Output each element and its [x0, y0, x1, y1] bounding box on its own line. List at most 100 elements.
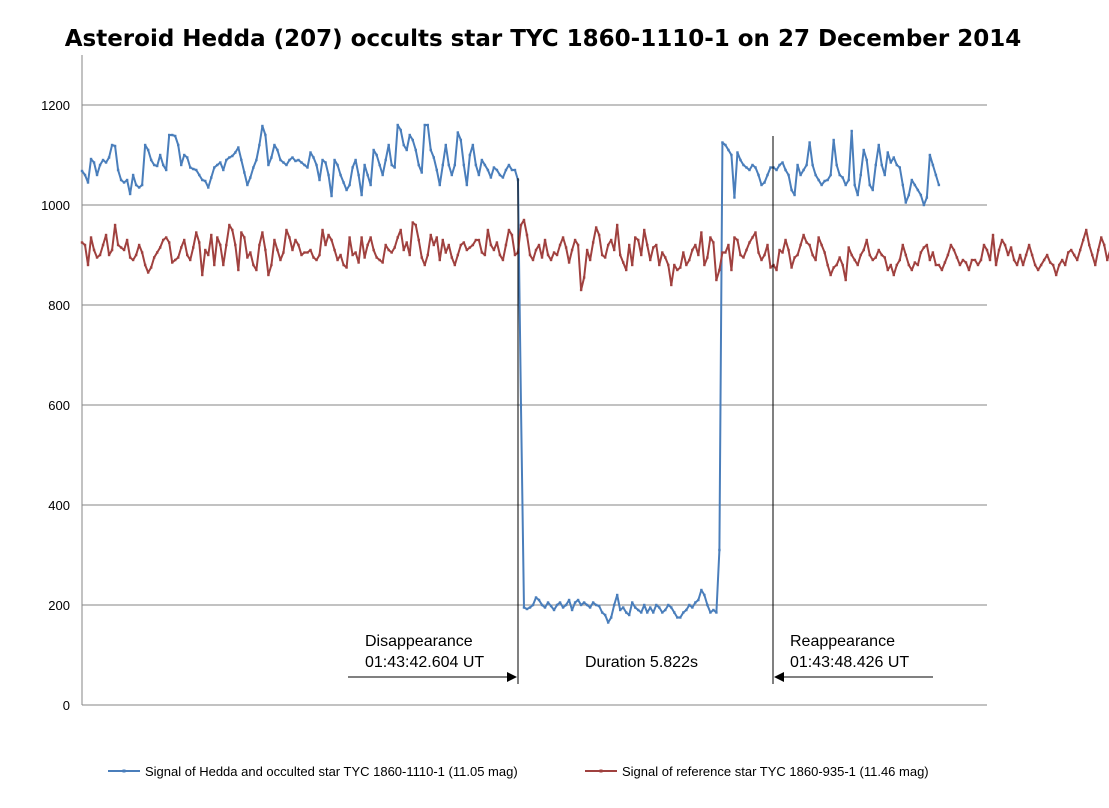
data-point	[925, 243, 929, 247]
data-point	[685, 263, 688, 267]
data-point	[438, 183, 441, 187]
data-point	[297, 243, 300, 247]
data-point	[829, 273, 832, 277]
data-point	[958, 263, 962, 267]
data-point	[1045, 253, 1049, 257]
data-point	[285, 228, 288, 232]
data-point	[381, 261, 384, 264]
data-point	[201, 178, 204, 182]
data-point	[104, 233, 108, 237]
data-point	[685, 608, 688, 612]
data-point	[763, 181, 766, 184]
data-point	[258, 143, 261, 147]
data-point	[339, 253, 342, 257]
data-point	[270, 156, 273, 159]
data-point	[489, 243, 493, 247]
data-point	[910, 268, 914, 272]
y-tick-label: 1200	[41, 98, 70, 113]
data-point	[591, 601, 595, 604]
data-point	[862, 248, 865, 252]
data-point	[907, 263, 911, 267]
data-point	[988, 258, 992, 262]
data-point	[916, 188, 920, 192]
data-point	[441, 238, 444, 242]
data-point	[667, 263, 670, 267]
data-point	[907, 193, 911, 197]
data-point	[588, 606, 592, 609]
data-point	[724, 143, 727, 147]
data-point	[324, 161, 327, 164]
data-point	[1072, 253, 1076, 257]
data-point	[898, 166, 902, 169]
data-point	[679, 266, 682, 269]
data-point	[1030, 253, 1034, 257]
data-point	[555, 253, 559, 257]
data-point	[273, 238, 276, 242]
data-point	[318, 178, 321, 182]
data-point	[396, 123, 399, 127]
data-point	[880, 253, 883, 257]
data-point	[453, 263, 457, 267]
data-point	[742, 256, 745, 259]
data-point	[243, 236, 246, 239]
data-point	[279, 258, 282, 262]
data-point	[393, 166, 396, 169]
data-point	[1006, 253, 1010, 257]
data-point	[465, 248, 469, 252]
data-point	[204, 248, 207, 252]
data-point	[1060, 258, 1064, 262]
data-point	[282, 161, 285, 164]
data-point	[149, 158, 153, 162]
data-point	[823, 179, 826, 183]
legend-marker-hedda	[122, 769, 126, 773]
data-point	[552, 251, 556, 254]
data-point	[306, 166, 309, 169]
data-point	[336, 258, 339, 262]
data-point	[877, 143, 880, 147]
data-point	[649, 258, 652, 262]
data-point	[492, 166, 496, 169]
data-point	[264, 248, 267, 252]
data-point	[1000, 238, 1004, 242]
data-point	[582, 601, 586, 604]
data-point	[519, 403, 523, 407]
data-point	[234, 151, 237, 154]
data-point	[450, 173, 454, 177]
data-point	[429, 148, 432, 152]
data-point	[652, 246, 655, 249]
data-point	[507, 228, 511, 232]
data-point	[375, 153, 378, 157]
data-point	[222, 263, 225, 267]
data-point	[336, 163, 339, 167]
data-point	[498, 253, 502, 257]
data-point	[850, 129, 853, 133]
data-point	[856, 263, 859, 267]
data-point	[411, 221, 414, 224]
data-point	[775, 268, 778, 272]
duration-label: Duration 5.822s	[585, 654, 698, 671]
data-point	[790, 266, 793, 269]
data-point	[868, 183, 871, 187]
data-point	[387, 143, 390, 147]
axes	[81, 55, 987, 706]
data-point	[540, 256, 544, 259]
data-point	[119, 246, 123, 249]
data-point	[658, 263, 661, 267]
data-point	[895, 263, 898, 267]
data-point	[730, 153, 733, 157]
data-point	[267, 163, 270, 167]
data-point	[321, 228, 324, 232]
data-point	[177, 143, 180, 147]
data-point	[255, 158, 258, 162]
data-point	[733, 196, 736, 199]
data-point	[591, 241, 595, 244]
data-point	[504, 168, 508, 172]
data-point	[522, 218, 526, 222]
data-point	[1054, 273, 1058, 277]
data-point	[979, 258, 983, 262]
data-point	[513, 168, 517, 172]
data-point	[718, 548, 721, 552]
data-point	[360, 236, 363, 239]
data-point	[600, 253, 604, 257]
data-point	[934, 263, 938, 267]
